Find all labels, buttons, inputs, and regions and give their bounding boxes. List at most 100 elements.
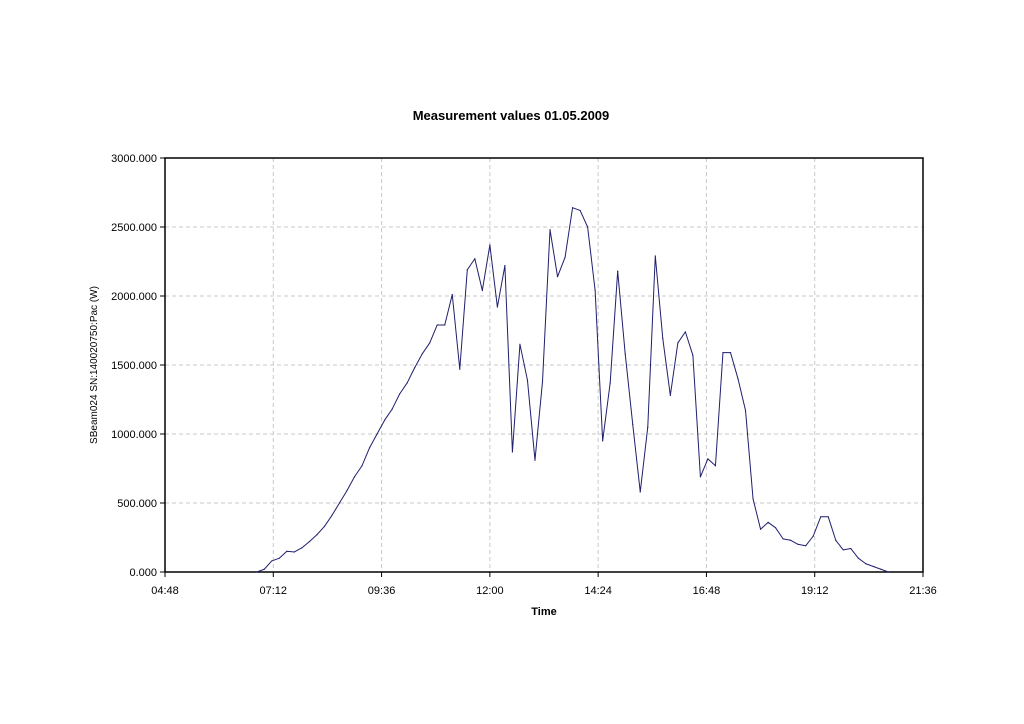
data-point	[647, 426, 649, 428]
data-point	[504, 265, 506, 267]
data-point	[263, 568, 265, 570]
x-tick-label: 19:12	[801, 585, 829, 597]
data-point	[887, 571, 890, 573]
data-point	[842, 549, 844, 551]
data-point	[639, 491, 641, 493]
x-axis-label: Time	[531, 606, 556, 618]
data-point	[579, 209, 581, 212]
data-point	[474, 258, 476, 260]
data-point	[271, 560, 273, 562]
y-tick-label: 1500.000	[111, 360, 157, 372]
data-point	[699, 476, 702, 478]
data-point	[286, 550, 288, 552]
x-tick-label: 12:00	[476, 585, 504, 597]
x-tick-label: 07:12	[260, 585, 288, 597]
data-point	[850, 547, 852, 550]
x-tick-label: 14:24	[584, 585, 612, 597]
data-point	[278, 557, 280, 559]
data-point	[391, 408, 393, 410]
x-tick-label: 04:48	[151, 585, 179, 597]
data-point	[414, 367, 416, 369]
data-point	[857, 557, 859, 559]
grid-lines	[165, 158, 923, 572]
data-point	[301, 547, 303, 549]
data-point	[707, 458, 709, 460]
data-point	[293, 551, 295, 553]
data-point	[383, 419, 386, 421]
x-tick-label: 09:36	[368, 585, 396, 597]
data-point	[722, 351, 724, 354]
data-point	[767, 521, 769, 523]
data-point	[436, 324, 438, 326]
data-point	[827, 516, 829, 518]
x-tick-label: 16:48	[693, 585, 721, 597]
data-point	[594, 289, 596, 292]
data-point	[353, 476, 356, 478]
data-point	[376, 433, 378, 435]
data-point	[662, 338, 664, 340]
data-point	[759, 528, 762, 530]
data-point	[737, 378, 739, 380]
y-tick-label: 0.000	[129, 567, 157, 579]
data-point	[541, 380, 544, 383]
data-point	[775, 527, 777, 529]
data-point	[677, 342, 679, 344]
data-point	[399, 393, 401, 395]
data-point	[361, 465, 363, 467]
data-point	[692, 354, 694, 356]
data-point	[805, 545, 807, 547]
y-tick-label: 3000.000	[111, 153, 157, 165]
data-point	[496, 306, 498, 308]
data-point	[346, 489, 348, 492]
data-point	[617, 270, 619, 272]
data-point	[669, 394, 671, 396]
data-point	[368, 447, 371, 449]
data-point	[534, 459, 536, 461]
data-point	[256, 571, 258, 573]
data-point	[511, 451, 514, 453]
data-point	[316, 534, 318, 536]
data-point	[782, 538, 784, 540]
x-tick-label: 21:36	[909, 585, 937, 597]
data-point	[632, 423, 634, 425]
data-point	[729, 351, 732, 354]
data-point	[429, 342, 431, 344]
y-axis-label: SBeam024 SN:140020750:Pac (W)	[89, 286, 100, 444]
data-point	[602, 440, 604, 442]
data-point	[835, 539, 837, 541]
data-point	[571, 207, 574, 209]
data-point	[489, 244, 491, 246]
data-point	[609, 382, 611, 384]
data-point	[564, 256, 566, 258]
data-point	[421, 353, 423, 355]
y-tick-label: 500.000	[117, 498, 157, 510]
chart-title: Measurement values 01.05.2009	[413, 108, 610, 123]
y-tick-label: 2500.000	[111, 222, 157, 234]
series-line	[256, 207, 889, 573]
data-point	[684, 331, 686, 333]
data-point	[752, 498, 754, 500]
data-point	[865, 563, 867, 565]
data-point	[323, 525, 326, 528]
data-point	[624, 353, 626, 355]
data-point	[526, 379, 529, 381]
plot-area-frame	[164, 157, 924, 573]
data-point	[812, 535, 814, 537]
data-point	[331, 514, 333, 517]
data-point	[744, 409, 747, 412]
data-point	[466, 269, 468, 271]
data-point	[880, 568, 882, 570]
x-axis-ticks: 04:48 07:12 09:36 12:00 14:24 16:48 19:12 21:36	[151, 572, 937, 597]
data-point	[451, 294, 453, 296]
data-point	[519, 343, 521, 345]
series-group	[256, 207, 890, 573]
data-point	[481, 289, 483, 292]
y-axis-ticks: 0.000 500.000 1000.000 1500.000 2000.000 2500…	[111, 153, 165, 579]
data-point	[654, 255, 656, 257]
y-tick-label: 1000.000	[111, 429, 157, 441]
data-point	[406, 382, 408, 384]
data-point	[459, 368, 461, 370]
data-point	[872, 565, 874, 568]
data-point	[556, 276, 559, 278]
